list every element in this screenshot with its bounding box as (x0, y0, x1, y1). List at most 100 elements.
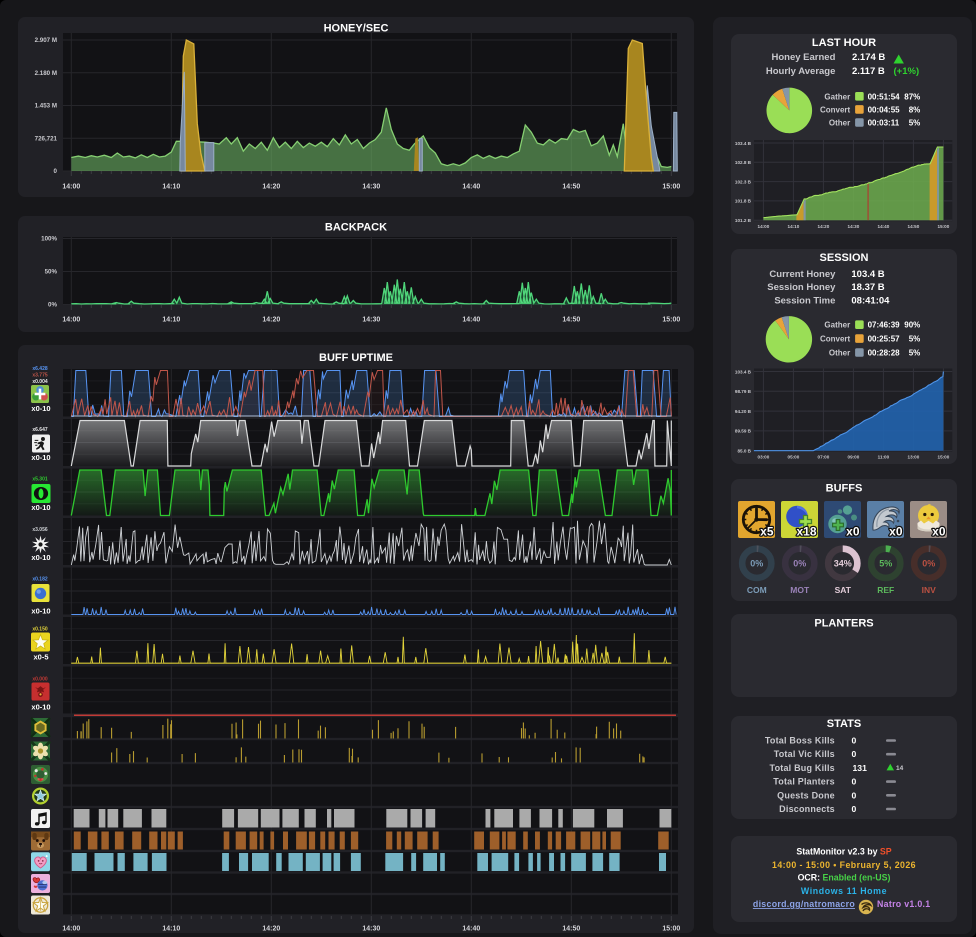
svg-text:BUFF UPTIME: BUFF UPTIME (319, 352, 393, 364)
svg-text:50%: 50% (45, 269, 58, 276)
svg-text:Gather: Gather (824, 321, 850, 330)
svg-text:Disconnects: Disconnects (779, 804, 835, 814)
svg-text:14:40: 14:40 (462, 926, 480, 933)
svg-text:x0: x0 (932, 525, 946, 539)
svg-text:x3.775: x3.775 (32, 373, 48, 379)
svg-text:BUFFS: BUFFS (826, 483, 863, 495)
svg-text:HONEY/SEC: HONEY/SEC (324, 23, 389, 35)
svg-text:Other: Other (829, 119, 850, 128)
svg-text:x6.647: x6.647 (32, 427, 48, 433)
svg-text:07:46:39: 07:46:39 (868, 321, 901, 330)
svg-text:Gather: Gather (824, 92, 850, 101)
svg-text:5%: 5% (909, 349, 921, 358)
svg-text:x0-10: x0-10 (31, 553, 50, 562)
svg-text:14:00: 14:00 (62, 184, 80, 191)
svg-text:00:51:54: 00:51:54 (868, 92, 901, 101)
svg-text:14:10: 14:10 (162, 317, 180, 324)
svg-text:SESSION: SESSION (820, 252, 869, 264)
svg-text:Current Honey: Current Honey (769, 269, 836, 280)
svg-text:14:50: 14:50 (562, 926, 580, 933)
svg-text:15:00: 15:00 (938, 224, 950, 229)
svg-text:14:30: 14:30 (848, 224, 860, 229)
svg-text:x0-10: x0-10 (31, 607, 50, 616)
svg-text:x5: x5 (760, 525, 774, 539)
svg-text:LAST HOUR: LAST HOUR (812, 37, 876, 49)
svg-text:MOT: MOT (790, 585, 810, 595)
svg-text:14:20: 14:20 (262, 926, 280, 933)
svg-text:x0-10: x0-10 (31, 503, 50, 512)
svg-text:x3.056: x3.056 (32, 527, 48, 533)
svg-text:2.174 B: 2.174 B (852, 52, 885, 63)
svg-text:2.180 M: 2.180 M (35, 70, 57, 77)
svg-text:0%: 0% (922, 559, 935, 569)
svg-text:15:00: 15:00 (938, 455, 950, 460)
svg-text:x0.004: x0.004 (32, 379, 48, 385)
svg-text:0: 0 (852, 790, 857, 800)
svg-text:14:30: 14:30 (362, 317, 380, 324)
svg-text:14:20: 14:20 (262, 184, 280, 191)
svg-text:101.8 B: 101.8 B (735, 199, 752, 204)
svg-text:08:41:04: 08:41:04 (851, 295, 890, 306)
svg-text:85.0 B: 85.0 B (737, 449, 751, 454)
svg-text:15:00: 15:00 (662, 184, 680, 191)
svg-text:x6.428: x6.428 (32, 366, 48, 372)
svg-text:05:00: 05:00 (788, 455, 800, 460)
svg-text:Windows 11 Home: Windows 11 Home (801, 886, 887, 896)
svg-text:0%: 0% (750, 559, 763, 569)
svg-text:COM: COM (747, 585, 767, 595)
svg-text:14:40: 14:40 (878, 224, 890, 229)
svg-text:103.4 B: 103.4 B (735, 369, 752, 374)
svg-text:x0-10: x0-10 (31, 703, 50, 712)
svg-text:Session Time: Session Time (774, 295, 835, 306)
svg-text:103.4 B: 103.4 B (851, 269, 884, 280)
svg-text:Other: Other (829, 349, 850, 358)
svg-text:726,721: 726,721 (35, 135, 58, 142)
svg-text:00:25:57: 00:25:57 (868, 335, 901, 344)
svg-text:Total Planters: Total Planters (773, 777, 835, 787)
svg-text:Convert: Convert (820, 105, 851, 114)
svg-text:x0.000: x0.000 (32, 677, 48, 683)
svg-text:14:00: 14:00 (758, 224, 770, 229)
svg-text:89.59 B: 89.59 B (735, 429, 752, 434)
svg-text:PLANTERS: PLANTERS (814, 618, 873, 630)
svg-text:103.4 B: 103.4 B (735, 141, 752, 146)
svg-text:x18: x18 (796, 525, 816, 539)
svg-text:14:00 - 15:00 • February 5, 20: 14:00 - 15:00 • February 5, 2026 (772, 860, 916, 870)
svg-text:0: 0 (852, 804, 857, 814)
svg-text:14:50: 14:50 (562, 184, 580, 191)
svg-text:BACKPACK: BACKPACK (325, 222, 387, 234)
svg-text:SAT: SAT (835, 585, 852, 595)
svg-text:x0-5: x0-5 (33, 653, 48, 662)
svg-text:0: 0 (54, 168, 58, 175)
svg-text:14:20: 14:20 (818, 224, 830, 229)
svg-text:Convert: Convert (820, 335, 851, 344)
svg-text:Session Honey: Session Honey (767, 282, 836, 293)
svg-text:Honey Earned: Honey Earned (772, 52, 836, 63)
svg-text:00:04:55: 00:04:55 (868, 105, 901, 114)
svg-text:x0: x0 (846, 525, 860, 539)
svg-text:03:00: 03:00 (758, 455, 770, 460)
svg-text:INV: INV (922, 585, 937, 595)
svg-text:14:30: 14:30 (362, 184, 380, 191)
svg-text:0: 0 (852, 749, 857, 759)
svg-text:11:00: 11:00 (878, 455, 890, 460)
svg-text:1.453 M: 1.453 M (35, 103, 57, 110)
svg-text:x0.150: x0.150 (32, 627, 48, 633)
svg-text:87%: 87% (904, 92, 920, 101)
svg-text:14:00: 14:00 (62, 926, 80, 933)
svg-text:13:00: 13:00 (908, 455, 920, 460)
svg-text:x5.301: x5.301 (32, 477, 48, 483)
svg-text:2.117 B: 2.117 B (852, 66, 885, 77)
svg-text:100%: 100% (41, 236, 57, 243)
svg-text:09:00: 09:00 (848, 455, 860, 460)
svg-text:14:50: 14:50 (562, 317, 580, 324)
svg-text:00:03:11: 00:03:11 (868, 119, 900, 128)
svg-text:15:00: 15:00 (662, 926, 680, 933)
svg-text:5%: 5% (879, 559, 892, 569)
svg-text:2.907 M: 2.907 M (35, 37, 57, 44)
svg-text:Total Boss Kills: Total Boss Kills (765, 736, 835, 746)
svg-text:14:10: 14:10 (162, 926, 180, 933)
svg-text:x0-10: x0-10 (31, 404, 50, 413)
svg-text:OCR: Enabled (en-US): OCR: Enabled (en-US) (798, 873, 891, 883)
svg-text:14:10: 14:10 (788, 224, 800, 229)
